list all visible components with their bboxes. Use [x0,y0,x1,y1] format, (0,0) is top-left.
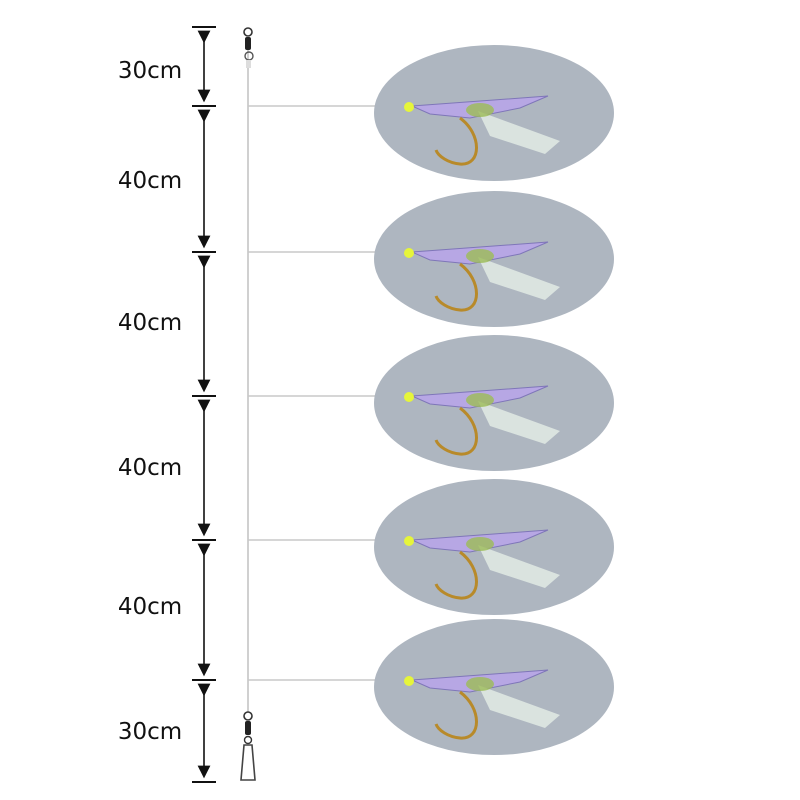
snap-swivel-bottom-icon [240,711,256,781]
bead [404,102,414,112]
bead [404,536,414,546]
lure-body [466,249,494,263]
lure-1 [374,45,614,181]
hook-icon [434,406,478,456]
hook-icon [434,690,478,740]
lure-5 [374,619,614,755]
bead [404,676,414,686]
segment-label-2: 40cm [118,168,182,194]
hook-icon [434,116,478,166]
lure-body [466,393,494,407]
hook-icon [434,262,478,312]
swivel-top-icon [243,27,254,68]
segment-label-6: 30cm [118,719,182,745]
bead [404,248,414,258]
lure-4 [374,479,614,615]
lure-2 [374,191,614,327]
lure-tinsel-skirt [478,401,560,444]
lure-tinsel-skirt [478,545,560,588]
lure-tinsel-skirt [478,257,560,300]
lure-tinsel-skirt [478,111,560,154]
segment-label-3: 40cm [118,310,182,336]
bead [404,392,414,402]
lure-body [466,677,494,691]
segment-label-1: 30cm [118,58,182,84]
lure-tinsel-skirt [478,685,560,728]
lure-body [466,103,494,117]
segment-label-4: 40cm [118,455,182,481]
segment-label-5: 40cm [118,594,182,620]
lure-3 [374,335,614,471]
lure-body [466,537,494,551]
hook-icon [434,550,478,600]
